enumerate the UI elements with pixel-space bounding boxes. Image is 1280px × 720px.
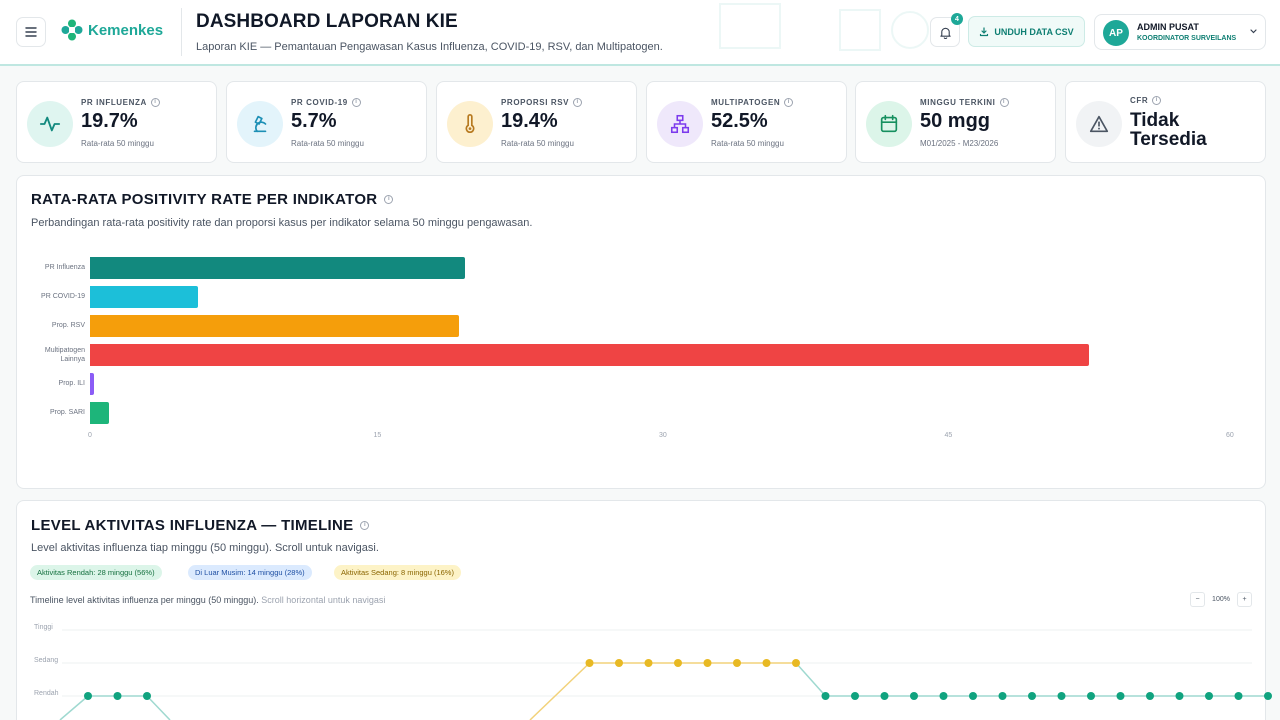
- bell-icon: [939, 27, 951, 39]
- kemenkes-logo[interactable]: Kemenkes: [61, 19, 163, 41]
- page-title: DASHBOARD LAPORAN KIE: [196, 11, 458, 32]
- kpi-label: PR INFLUENZA i: [81, 98, 160, 107]
- info-icon[interactable]: i: [150, 98, 160, 107]
- notification-count-badge: 4: [951, 13, 963, 25]
- timeline-panel-description: Level aktivitas influenza tiap minggu (5…: [31, 542, 379, 554]
- legend-pill-sedang: Aktivitas Sedang: 8 minggu (16%): [334, 565, 461, 580]
- kpi-label: MINGGU TERKINI i: [920, 98, 1009, 107]
- top-header: Kemenkes DASHBOARD LAPORAN KIE Laporan K…: [0, 0, 1280, 66]
- kpi-card-minggu-terkini: MINGGU TERKINI i 50 mgg M01/2025 - M23/20…: [855, 81, 1056, 163]
- kpi-note: Rata-rata 50 minggu: [711, 139, 784, 148]
- kpi-value: 19.4%: [501, 110, 558, 132]
- kpi-card-cfr: CFR i Tidak Tersedia: [1065, 81, 1266, 163]
- bar-pr-covid-19[interactable]: [90, 286, 199, 308]
- logo-text: Kemenkes: [88, 21, 164, 39]
- legend-pill-rendah: Aktivitas Rendah: 28 minggu (56%): [30, 565, 162, 580]
- kpi-value: 19.7%: [81, 110, 138, 132]
- info-icon[interactable]: i: [351, 98, 361, 107]
- info-icon[interactable]: i: [573, 98, 583, 107]
- kpi-note: Rata-rata 50 minggu: [81, 139, 154, 148]
- download-icon: [980, 26, 989, 36]
- kpi-value: Tidak Tersedia: [1130, 110, 1207, 150]
- zoom-in-button[interactable]: +: [1237, 592, 1252, 607]
- hamburger-icon: [25, 27, 37, 37]
- user-role: KOORDINATOR SURVEILANS: [1137, 35, 1237, 42]
- bar-prop-rsv[interactable]: [90, 315, 460, 337]
- microscope-icon: [237, 101, 283, 147]
- bar-panel-description: Perbandingan rata-rata positivity rate d…: [31, 217, 533, 229]
- kpi-note: Rata-rata 50 minggu: [501, 139, 574, 148]
- kpi-label: MULTIPATOGEN i: [711, 98, 794, 107]
- avatar: AP: [1103, 20, 1129, 46]
- info-icon[interactable]: i: [384, 195, 394, 204]
- timeline-caption: Timeline level aktivitas influenza per m…: [30, 595, 386, 605]
- warning-icon: [1076, 101, 1122, 147]
- info-icon[interactable]: i: [999, 98, 1009, 107]
- bar-panel-title: RATA-RATA POSITIVITY RATE PER INDIKATOR …: [31, 191, 394, 208]
- legend-pill-luar-musim: Di Luar Musim: 14 minggu (28%): [188, 565, 312, 580]
- bar-prop-sari[interactable]: [90, 402, 110, 424]
- bar-prop-ili[interactable]: [90, 373, 94, 395]
- user-name: ADMIN PUSAT: [1137, 22, 1199, 32]
- info-icon[interactable]: i: [1152, 96, 1162, 105]
- kpi-card-proporsi-rsv: PROPORSI RSV i 19.4% Rata-rata 50 minggu: [436, 81, 637, 163]
- user-menu[interactable]: AP ADMIN PUSAT KOORDINATOR SURVEILANS: [1094, 14, 1266, 50]
- info-icon[interactable]: i: [784, 98, 794, 107]
- bar-multipatogen-lainnya[interactable]: [90, 344, 1090, 366]
- thermometer-icon: [447, 101, 493, 147]
- kpi-card-pr-covid: PR COVID-19 i 5.7% Rata-rata 50 minggu: [226, 81, 427, 163]
- kpi-label: PROPORSI RSV i: [501, 98, 583, 107]
- zoom-out-button[interactable]: −: [1190, 592, 1205, 607]
- activity-icon: [27, 101, 73, 147]
- kpi-card-multipatogen: MULTIPATOGEN i 52.5% Rata-rata 50 minggu: [646, 81, 847, 163]
- bar-pr-influenza[interactable]: [90, 257, 465, 279]
- download-csv-label: UNDUH DATA CSV: [994, 26, 1074, 37]
- kpi-note: M01/2025 - M23/2026: [920, 139, 999, 148]
- timeline-panel-title: LEVEL AKTIVITAS INFLUENZA — TIMELINE i: [31, 517, 370, 534]
- kpi-label: CFR i: [1130, 96, 1162, 105]
- calendar-icon: [866, 101, 912, 147]
- header-divider: [181, 8, 182, 56]
- info-icon[interactable]: i: [360, 521, 370, 530]
- chevron-down-icon: [1250, 29, 1257, 34]
- download-csv-button[interactable]: UNDUH DATA CSV: [968, 16, 1085, 47]
- kpi-card-pr-influenza: PR INFLUENZA i 19.7% Rata-rata 50 minggu: [16, 81, 217, 163]
- kemenkes-logo-mark: [61, 19, 83, 41]
- timeline-panel: LEVEL AKTIVITAS INFLUENZA — TIMELINE i L…: [16, 500, 1266, 720]
- kpi-value: 50 mgg: [920, 110, 991, 132]
- menu-button[interactable]: [16, 17, 46, 47]
- page-subtitle: Laporan KIE — Pemantauan Pengawasan Kasu…: [196, 41, 663, 53]
- network-icon: [657, 101, 703, 147]
- header-background-illustration: [719, 3, 929, 51]
- kpi-note: Rata-rata 50 minggu: [291, 139, 364, 148]
- timeline-caption-hint: Scroll horizontal untuk navigasi: [261, 595, 386, 605]
- kpi-value: 5.7%: [291, 110, 337, 132]
- notification-button[interactable]: 4: [930, 13, 963, 47]
- kpi-label: PR COVID-19 i: [291, 98, 361, 107]
- kpi-value: 52.5%: [711, 110, 768, 132]
- zoom-level: 100%: [1212, 596, 1230, 603]
